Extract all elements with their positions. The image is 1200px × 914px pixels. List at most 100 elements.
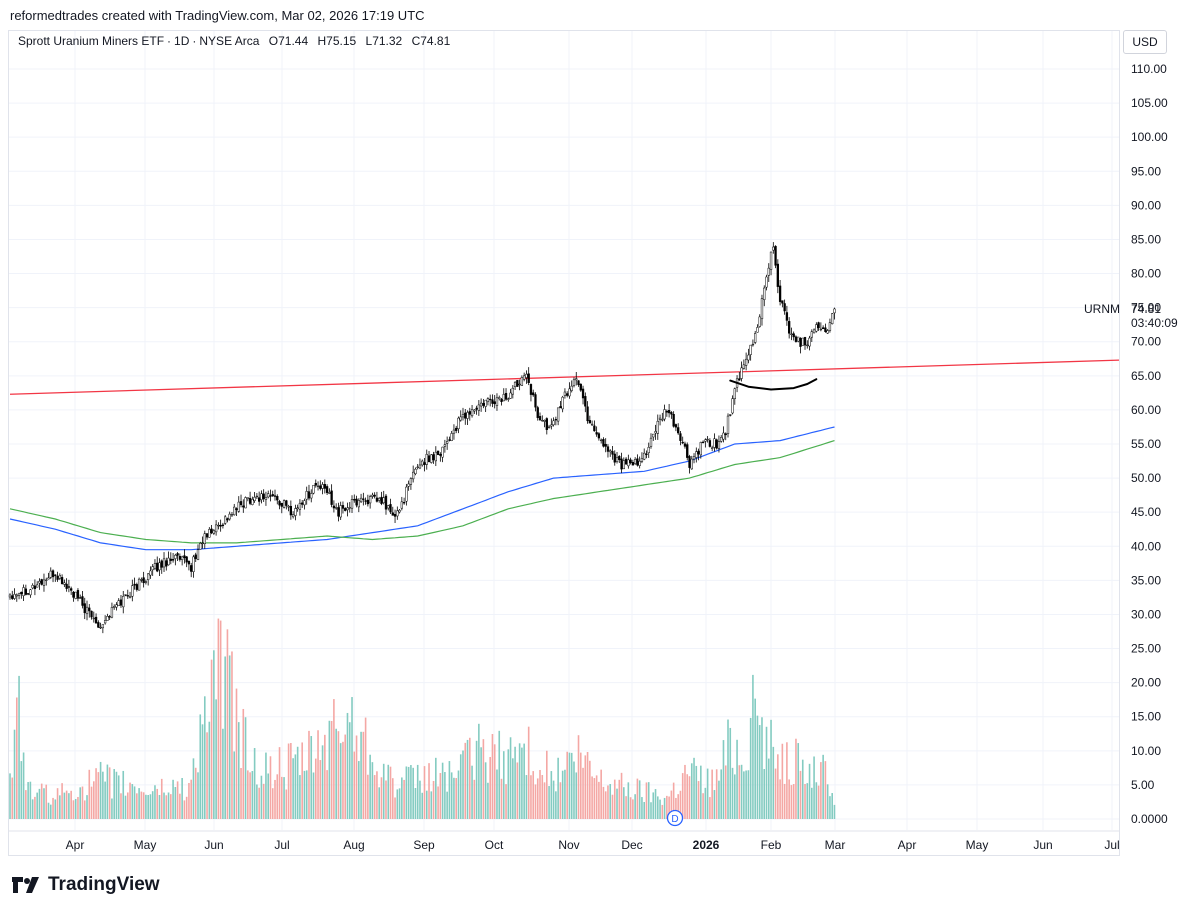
candle-body [425,453,428,465]
volume-bar [104,781,106,819]
candle-body [357,500,360,508]
candle-body [153,563,157,569]
volume-bar [536,778,539,819]
time-tick-label: Nov [558,838,579,852]
candle-body [24,588,28,595]
candle-body [708,440,712,447]
volume-bar [106,764,109,819]
candle-body [196,549,200,560]
volume-bar [471,765,473,819]
volume-bar [618,779,621,819]
volume-bar [38,788,41,819]
candle-body [681,441,684,444]
candle-body [192,556,195,572]
candle-body [792,333,795,338]
candle-body [416,466,419,469]
volume-bar [190,779,192,819]
candle-body [15,594,18,597]
candle-body [584,396,587,407]
volume-bar [373,775,376,819]
price-tick-label: 65.00 [1131,369,1161,383]
currency-button[interactable]: USD [1123,30,1167,54]
volume-bar [296,746,299,819]
price-tick-label: 100.00 [1131,130,1168,144]
candle-body [269,495,272,497]
volume-bar [197,772,199,819]
candle-body [400,501,403,509]
candle-body [459,416,462,421]
candle-body [380,496,383,504]
volume-bar [305,770,308,819]
volume-bar [833,804,836,819]
candle-body [147,573,150,580]
candle-body [294,508,297,516]
volume-bar [745,770,747,819]
volume-bar [317,730,319,819]
price-tick-label: 85.00 [1131,232,1161,246]
volume-bar [294,754,297,819]
candle-body [312,484,315,494]
legend-symbol-name[interactable]: Sprott Uranium Miners ETF [18,34,165,48]
volume-bar [258,787,260,819]
volume-bar [736,739,738,819]
last-price-label: 74.81 03:40:09 [1131,302,1178,330]
candle-body [335,507,338,509]
volume-bar [251,771,254,819]
volume-bar [767,758,770,819]
candle-body [656,420,659,434]
volume-bar [548,786,550,819]
volume-bar [20,761,23,819]
volume-bar [430,791,433,819]
volume-bar [609,784,612,819]
volume-bar [550,771,553,819]
volume-bar [573,761,575,819]
volume-bar [136,793,138,819]
candle-body [756,327,759,333]
volume-bar [654,789,657,819]
candle-body [67,586,71,588]
candle-body [663,409,666,420]
candle-body [407,483,410,487]
volume-bar [49,804,52,819]
volume-bar [414,787,417,819]
candle-body [441,446,444,458]
candle-body [110,607,114,618]
volume-bar [281,776,283,819]
candle-body [31,584,34,589]
volume-bar [797,743,800,819]
volume-bar [226,629,229,819]
volume-bar [149,794,152,819]
volume-bar [287,743,290,819]
volume-bar [165,795,168,819]
price-tick-label: 50.00 [1131,471,1161,485]
volume-bar [808,763,811,819]
legend-interval[interactable]: 1D [174,34,190,48]
candle-body [516,380,519,387]
volume-bar [117,775,120,819]
candle-body [330,490,333,505]
candle-body [162,558,166,568]
volume-bar [185,796,188,819]
volume-bar [634,794,636,819]
volume-bar [811,787,813,819]
volume-bar [813,756,815,819]
candle-body [187,560,191,565]
volume-bar [217,618,220,819]
volume-bar [22,752,25,819]
candle-body [579,383,582,391]
volume-bar [376,771,378,819]
volume-bar [31,799,34,819]
candle-body [790,333,793,335]
volume-bar [763,769,766,819]
volume-bar [786,742,788,819]
candle-body [396,510,399,517]
candle-body [106,616,109,621]
candle-body [185,556,188,563]
volume-bar [95,768,97,819]
tradingview-logo[interactable]: TradingView [12,874,160,896]
legend-low: L71.32 [365,34,403,48]
candle-body [581,388,585,399]
volume-bar [93,781,95,819]
volume-bar [672,782,675,819]
